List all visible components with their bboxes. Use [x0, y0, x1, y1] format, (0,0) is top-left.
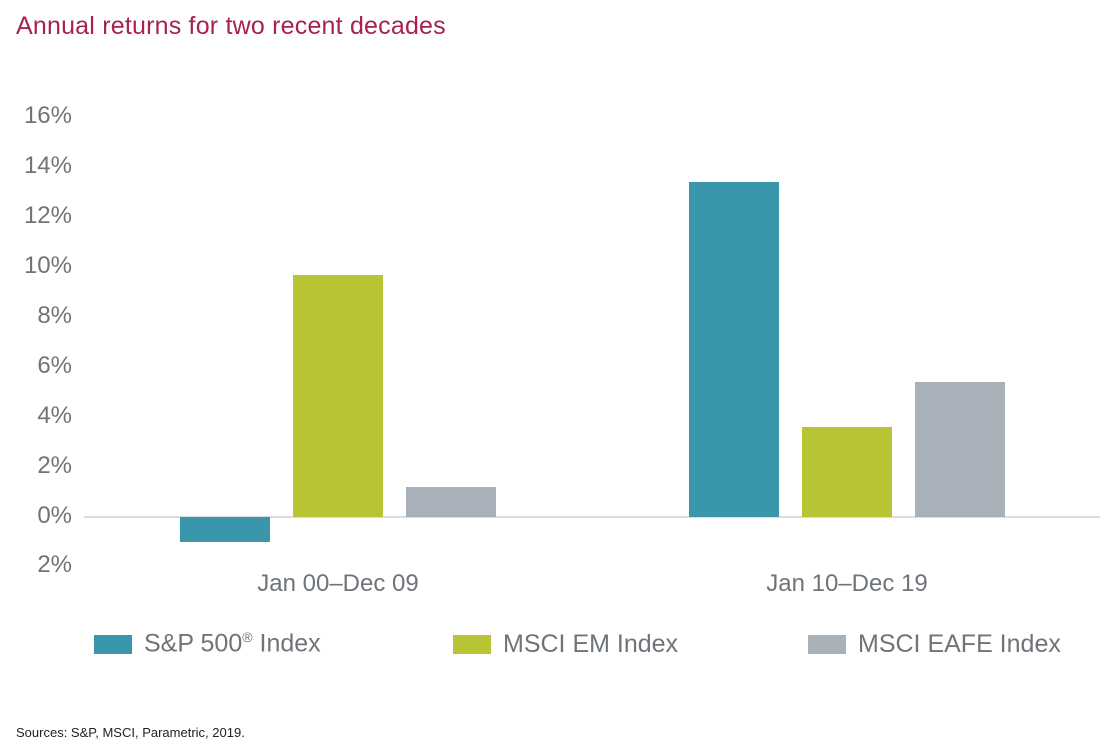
legend-label-msci-em: MSCI EM Index [503, 629, 679, 658]
y-tick-8: 8% [37, 302, 72, 329]
bar-sp500-decade-1 [180, 517, 270, 542]
bar-msci-em-decade-2 [802, 427, 892, 517]
y-tick-2: 2% [37, 452, 72, 479]
y-tick-12: 12% [23, 202, 72, 229]
bar-msci-em-decade-1 [293, 274, 383, 517]
zero-baseline [84, 516, 1100, 518]
source-note: Sources: S&P, MSCI, Parametric, 2019. [16, 725, 245, 740]
legend-item-msci-eafe: MSCI EAFE Index [808, 628, 1061, 660]
chart-title: Annual returns for two recent decades [16, 12, 446, 40]
y-tick-0: 0% [37, 502, 72, 529]
legend-label-sp500-suffix: Index [252, 629, 321, 658]
bar-msci-eafe-decade-1 [406, 487, 496, 517]
bar-msci-eafe-decade-2 [915, 382, 1005, 517]
legend-label-sp500: S&P 500 [144, 629, 243, 658]
x-label-decade-2: Jan 10–Dec 19 [766, 570, 928, 597]
legend-item-sp500: S&P 500® Index [94, 628, 321, 660]
legend-label-msci-eafe: MSCI EAFE Index [858, 629, 1061, 658]
registered-mark: ® [242, 629, 253, 646]
y-tick-16: 16% [23, 102, 72, 129]
y-tick-4: 4% [37, 402, 72, 429]
legend-swatch-sp500 [94, 634, 132, 654]
x-label-decade-1: Jan 00–Dec 09 [257, 570, 419, 597]
y-tick-6: 6% [37, 352, 72, 379]
legend-swatch-msci-eafe [808, 634, 846, 654]
legend-swatch-msci-em [453, 634, 491, 654]
legend-item-msci-em: MSCI EM Index [453, 628, 678, 660]
y-tick-14: 14% [23, 152, 72, 179]
bar-sp500-decade-2 [689, 182, 779, 517]
y-tick-10: 10% [23, 252, 72, 279]
y-tick-neg2: 2% [37, 551, 72, 578]
